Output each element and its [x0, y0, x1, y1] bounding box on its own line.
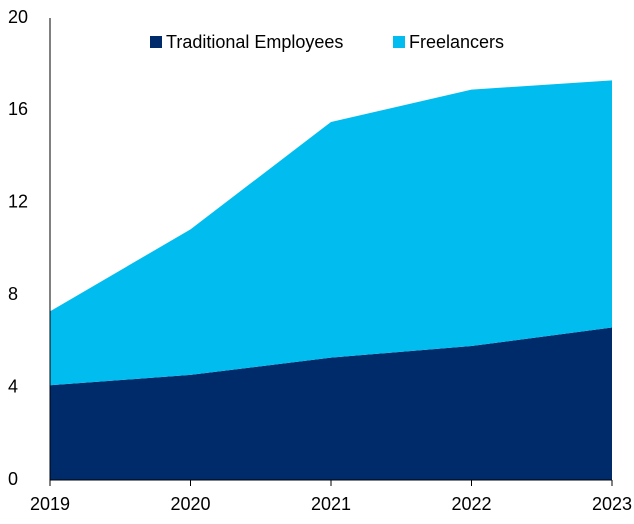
y-tick-label: 0	[8, 469, 18, 489]
y-tick-label: 12	[8, 192, 28, 212]
legend-label: Traditional Employees	[166, 32, 343, 52]
legend-swatch	[393, 36, 405, 48]
y-tick-label: 4	[8, 376, 18, 396]
x-tick-label: 2023	[592, 494, 632, 514]
x-tick-label: 2019	[30, 494, 70, 514]
x-tick-label: 2020	[170, 494, 210, 514]
legend-swatch	[150, 36, 162, 48]
y-tick-label: 20	[8, 7, 28, 27]
x-tick-label: 2022	[451, 494, 491, 514]
x-tick-label: 2021	[311, 494, 351, 514]
y-tick-label: 16	[8, 99, 28, 119]
area	[50, 80, 612, 386]
y-tick-label: 8	[8, 284, 18, 304]
legend-label: Freelancers	[409, 32, 504, 52]
area	[50, 327, 612, 480]
